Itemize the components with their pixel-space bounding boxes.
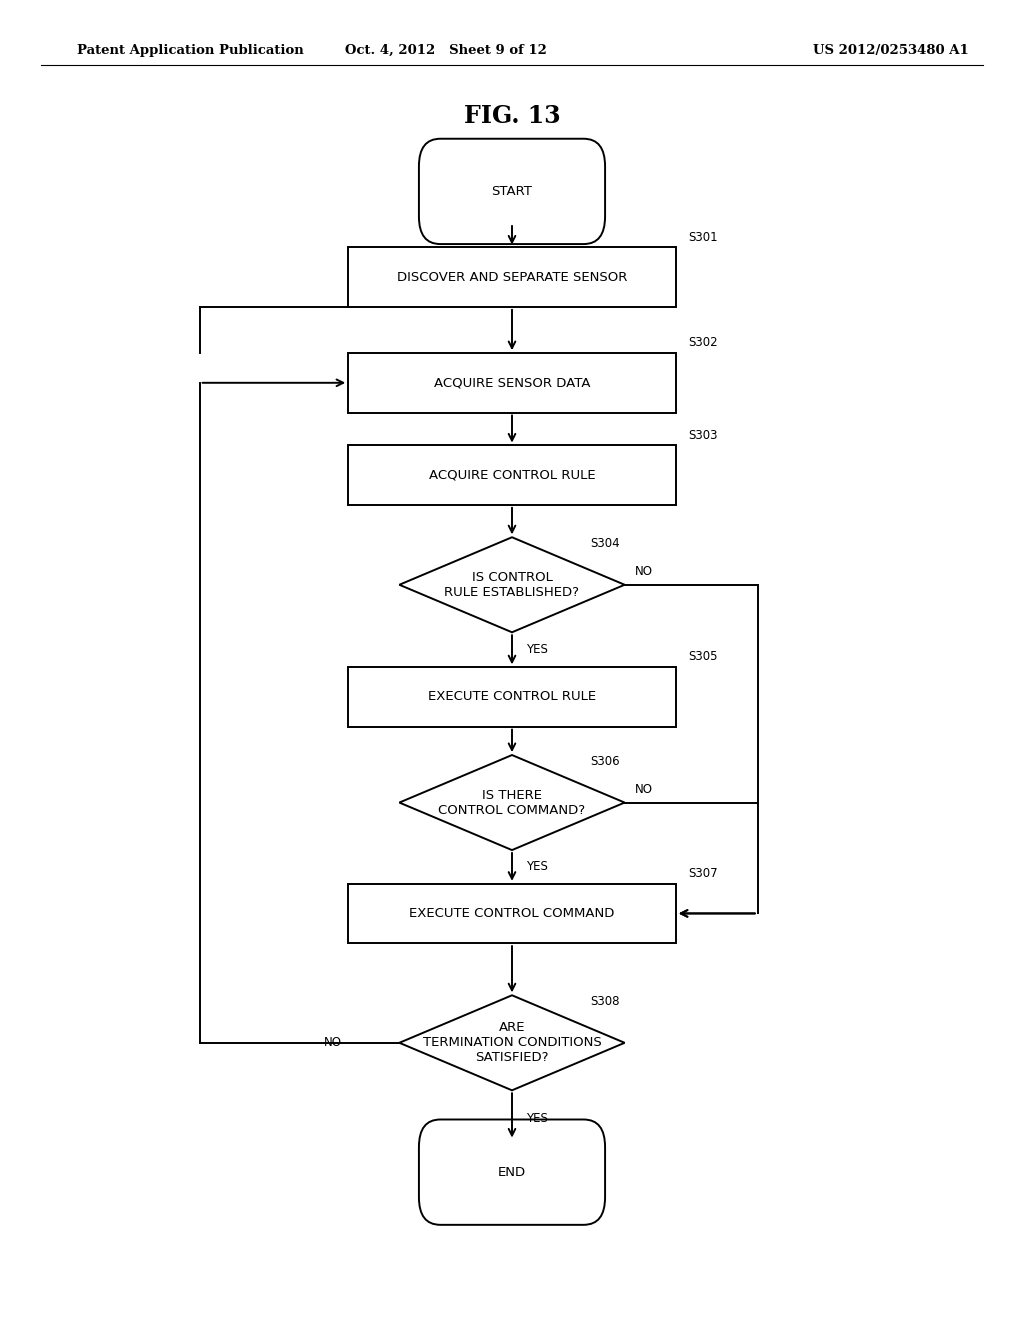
Text: S302: S302 — [688, 337, 718, 350]
FancyBboxPatch shape — [348, 668, 676, 726]
Text: IS THERE
CONTROL COMMAND?: IS THERE CONTROL COMMAND? — [438, 788, 586, 817]
Polygon shape — [399, 755, 625, 850]
Text: DISCOVER AND SEPARATE SENSOR: DISCOVER AND SEPARATE SENSOR — [397, 271, 627, 284]
Text: S306: S306 — [590, 755, 620, 768]
Text: NO: NO — [324, 1036, 342, 1049]
FancyBboxPatch shape — [348, 352, 676, 412]
Polygon shape — [399, 995, 625, 1090]
Text: YES: YES — [526, 861, 548, 874]
Text: US 2012/0253480 A1: US 2012/0253480 A1 — [813, 44, 969, 57]
Text: Patent Application Publication: Patent Application Publication — [77, 44, 303, 57]
Text: NO: NO — [635, 565, 653, 578]
Text: END: END — [498, 1166, 526, 1179]
Text: EXECUTE CONTROL COMMAND: EXECUTE CONTROL COMMAND — [410, 907, 614, 920]
Text: S303: S303 — [688, 429, 718, 441]
FancyBboxPatch shape — [348, 247, 676, 306]
FancyBboxPatch shape — [348, 884, 676, 942]
Text: YES: YES — [526, 643, 548, 656]
Text: ACQUIRE CONTROL RULE: ACQUIRE CONTROL RULE — [429, 469, 595, 482]
Text: NO: NO — [635, 783, 653, 796]
FancyBboxPatch shape — [419, 1119, 605, 1225]
Polygon shape — [399, 537, 625, 632]
Text: S304: S304 — [590, 537, 620, 550]
Text: IS CONTROL
RULE ESTABLISHED?: IS CONTROL RULE ESTABLISHED? — [444, 570, 580, 599]
FancyBboxPatch shape — [348, 445, 676, 504]
Text: S305: S305 — [688, 651, 718, 663]
FancyBboxPatch shape — [419, 139, 605, 244]
Text: START: START — [492, 185, 532, 198]
Text: S301: S301 — [688, 231, 718, 243]
Text: Oct. 4, 2012   Sheet 9 of 12: Oct. 4, 2012 Sheet 9 of 12 — [344, 44, 547, 57]
Text: EXECUTE CONTROL RULE: EXECUTE CONTROL RULE — [428, 690, 596, 704]
Text: S307: S307 — [688, 867, 718, 879]
Text: ACQUIRE SENSOR DATA: ACQUIRE SENSOR DATA — [434, 376, 590, 389]
Text: FIG. 13: FIG. 13 — [464, 104, 560, 128]
Text: ARE
TERMINATION CONDITIONS
SATISFIED?: ARE TERMINATION CONDITIONS SATISFIED? — [423, 1022, 601, 1064]
Text: YES: YES — [526, 1113, 548, 1125]
Text: S308: S308 — [590, 995, 620, 1008]
